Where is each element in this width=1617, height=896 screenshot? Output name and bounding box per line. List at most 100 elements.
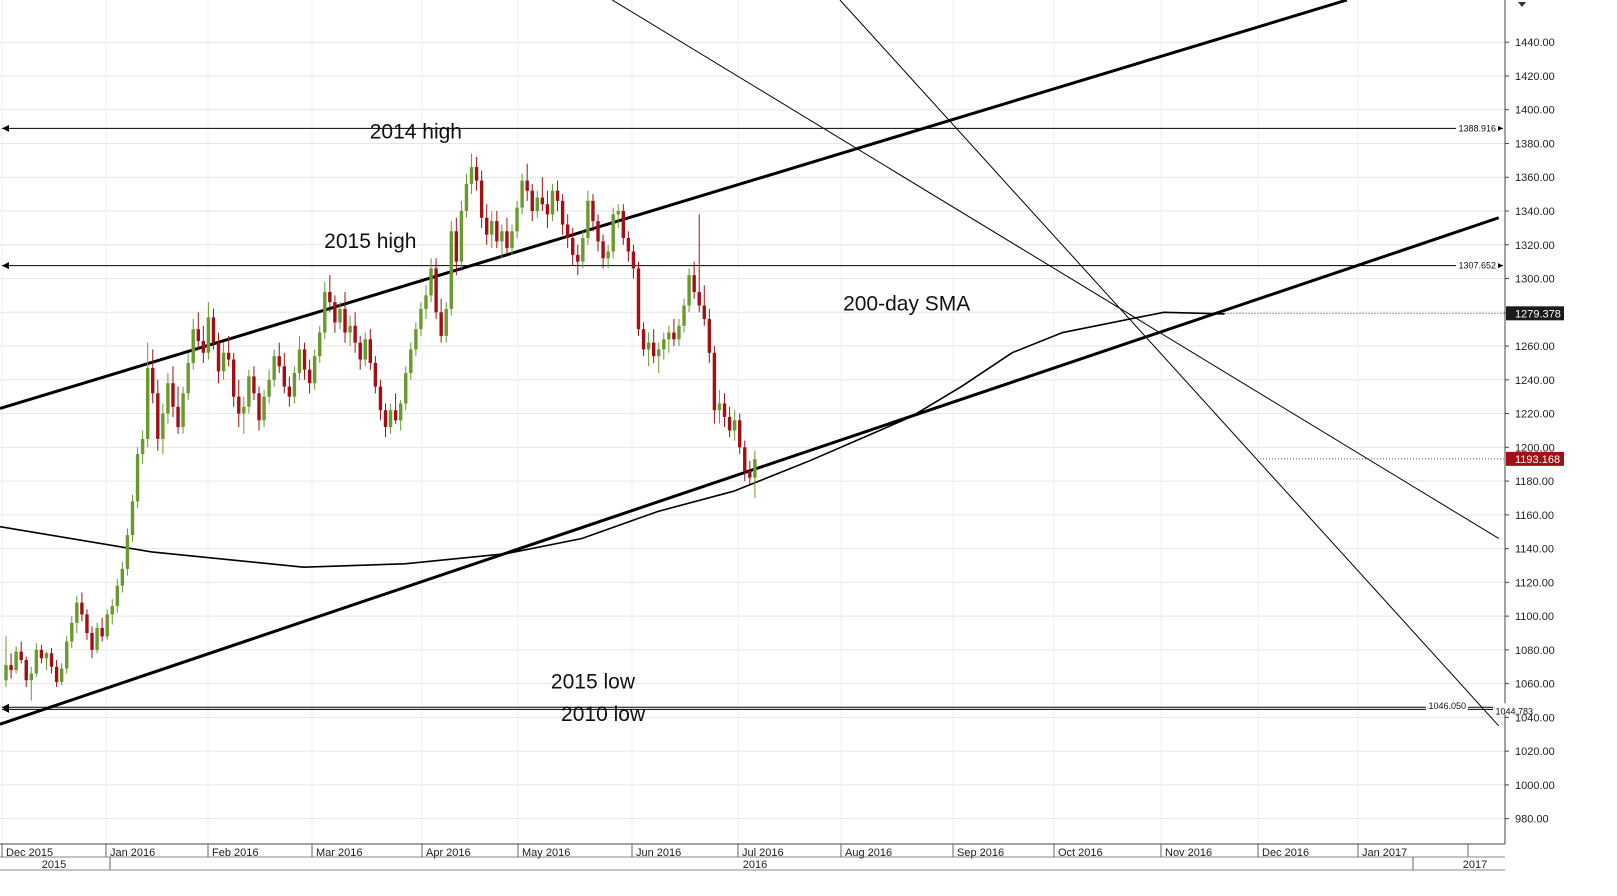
candle-up[interactable] (419, 308, 423, 330)
candle-down[interactable] (333, 302, 337, 323)
candle-down[interactable] (49, 653, 54, 667)
candle-down[interactable] (540, 197, 545, 205)
candle-up[interactable] (125, 535, 130, 569)
candle-down[interactable] (287, 386, 292, 397)
candle-up[interactable] (662, 339, 666, 350)
candle-down[interactable] (525, 180, 529, 191)
candle-up[interactable] (145, 367, 150, 439)
candle-down[interactable] (479, 180, 484, 218)
candle-up[interactable] (181, 393, 185, 428)
candle-up[interactable] (616, 211, 620, 215)
chart-menu-chevron-down-icon[interactable] (1518, 2, 1526, 7)
candle-up[interactable] (732, 420, 737, 431)
candle-up[interactable] (398, 403, 403, 421)
candle-down[interactable] (368, 339, 373, 363)
candle-down[interactable] (24, 660, 28, 681)
candle-down[interactable] (378, 386, 383, 411)
candle-down[interactable] (252, 376, 256, 394)
candle-up[interactable] (404, 373, 408, 404)
candle-up[interactable] (242, 406, 246, 414)
candle-down[interactable] (176, 406, 180, 428)
candle-up[interactable] (677, 325, 681, 340)
candle-down[interactable] (485, 217, 489, 235)
candle-up[interactable] (221, 352, 226, 372)
candle-down[interactable] (358, 342, 362, 360)
candle-up[interactable] (105, 614, 109, 637)
candle-down[interactable] (571, 238, 575, 255)
candle-up[interactable] (611, 214, 615, 252)
candle-down[interactable] (302, 349, 307, 370)
candle-down[interactable] (156, 393, 160, 439)
candle-up[interactable] (262, 396, 266, 421)
candle-up[interactable] (297, 349, 302, 374)
candle-down[interactable] (328, 292, 332, 303)
candle-down[interactable] (196, 329, 200, 341)
candle-up[interactable] (581, 238, 585, 262)
candle-down[interactable] (560, 200, 565, 225)
candle-up[interactable] (586, 200, 590, 239)
candle-up[interactable] (318, 332, 322, 357)
candle-up[interactable] (535, 197, 539, 211)
candle-down[interactable] (85, 614, 89, 633)
candle-up[interactable] (95, 627, 99, 650)
candle-up[interactable] (363, 339, 367, 360)
candle-down[interactable] (636, 268, 641, 330)
candle-up[interactable] (135, 454, 140, 502)
candle-down[interactable] (439, 312, 443, 336)
candle-down[interactable] (672, 332, 676, 340)
candle-down[interactable] (54, 666, 59, 682)
candle-down[interactable] (697, 292, 701, 306)
candle-down[interactable] (9, 665, 13, 671)
candle-down[interactable] (383, 410, 388, 428)
candle-down[interactable] (343, 308, 347, 333)
candle-up[interactable] (110, 605, 114, 615)
candle-up[interactable] (348, 325, 352, 333)
candle-up[interactable] (120, 568, 125, 586)
candle-up[interactable] (414, 329, 418, 350)
candle-up[interactable] (667, 332, 671, 340)
candle-down[interactable] (555, 190, 560, 201)
candle-down[interactable] (576, 254, 580, 262)
candle-up[interactable] (550, 190, 555, 215)
candle-up[interactable] (191, 329, 195, 363)
candle-down[interactable] (702, 305, 706, 320)
candle-up[interactable] (312, 356, 317, 384)
candle-up[interactable] (166, 383, 170, 414)
candle-down[interactable] (39, 649, 44, 659)
candle-up[interactable] (34, 649, 39, 674)
candle-up[interactable] (4, 665, 8, 681)
candle-down[interactable] (748, 470, 752, 478)
candle-down[interactable] (151, 367, 155, 394)
candle-down[interactable] (626, 238, 631, 252)
candle-up[interactable] (646, 342, 651, 350)
candle-down[interactable] (651, 342, 656, 357)
candle-up[interactable] (687, 275, 691, 306)
candle-down[interactable] (19, 651, 23, 661)
candle-up[interactable] (520, 180, 524, 208)
candle-up[interactable] (44, 653, 49, 659)
candle-up[interactable] (292, 373, 297, 397)
candle-up[interactable] (606, 251, 610, 259)
candle-up[interactable] (464, 183, 469, 211)
candle-up[interactable] (459, 211, 464, 262)
candle-down[interactable] (100, 627, 104, 637)
candle-up[interactable] (267, 379, 271, 397)
candle-down[interactable] (454, 231, 459, 262)
candle-up[interactable] (65, 641, 69, 669)
candle-down[interactable] (201, 340, 206, 353)
candle-down[interactable] (353, 325, 357, 343)
candle-up[interactable] (161, 413, 165, 439)
candle-down[interactable] (277, 356, 281, 367)
candle-down[interactable] (393, 410, 398, 421)
candle-up[interactable] (59, 668, 64, 682)
candle-up[interactable] (388, 410, 393, 428)
candle-down[interactable] (474, 167, 479, 181)
candle-up[interactable] (682, 305, 686, 326)
candle-up[interactable] (186, 362, 190, 394)
candle-up[interactable] (272, 356, 276, 380)
candle-up[interactable] (29, 673, 33, 681)
candle-up[interactable] (753, 459, 757, 478)
candle-down[interactable] (545, 204, 550, 215)
